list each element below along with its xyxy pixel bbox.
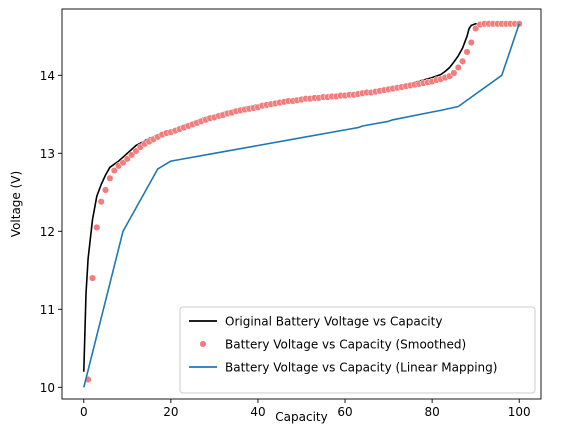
x-tick-label: 60 (337, 405, 352, 419)
legend-label: Battery Voltage vs Capacity (Linear Mapp… (225, 361, 497, 375)
scatter-point (97, 198, 105, 206)
y-tick-label: 10 (40, 381, 55, 395)
y-axis: 10 11 12 13 14 (40, 69, 62, 395)
x-tick-label: 20 (163, 405, 178, 419)
y-axis-label: Voltage (V) (9, 171, 23, 237)
scatter-point (88, 274, 97, 282)
scatter-point (450, 69, 458, 77)
scatter-point (123, 155, 131, 163)
legend: Original Battery Voltage vs Capacity Batt… (179, 306, 536, 394)
series-line-2 (83, 23, 520, 388)
legend-label: Battery Voltage vs Capacity (Smoothed) (225, 338, 466, 352)
plot-frame (61, 8, 542, 400)
scatter-point (467, 38, 475, 47)
x-tick-label: 100 (508, 405, 531, 419)
legend-label: Original Battery Voltage vs Capacity (225, 315, 442, 329)
scatter-point (93, 223, 101, 231)
y-tick-label: 14 (40, 69, 55, 83)
legend-swatch (199, 340, 207, 348)
y-tick-label: 13 (40, 147, 55, 161)
x-tick-label: 80 (424, 405, 439, 419)
y-tick-label: 12 (40, 225, 55, 239)
x-axis: 0 20 40 60 80 100 (80, 399, 531, 419)
x-tick-label: 0 (80, 405, 88, 419)
scatter-point (101, 186, 110, 194)
scatter-point (132, 147, 140, 155)
scatter-point (459, 57, 467, 65)
scatter-point (463, 48, 471, 56)
scatter-point (106, 174, 114, 182)
scatter-point (110, 166, 118, 175)
scatter-point (454, 63, 462, 72)
x-axis-label: Capacity (275, 410, 327, 424)
plot-area (83, 20, 523, 388)
y-tick-label: 11 (40, 303, 55, 317)
legend-box (179, 306, 536, 394)
x-tick-label: 40 (250, 405, 265, 419)
